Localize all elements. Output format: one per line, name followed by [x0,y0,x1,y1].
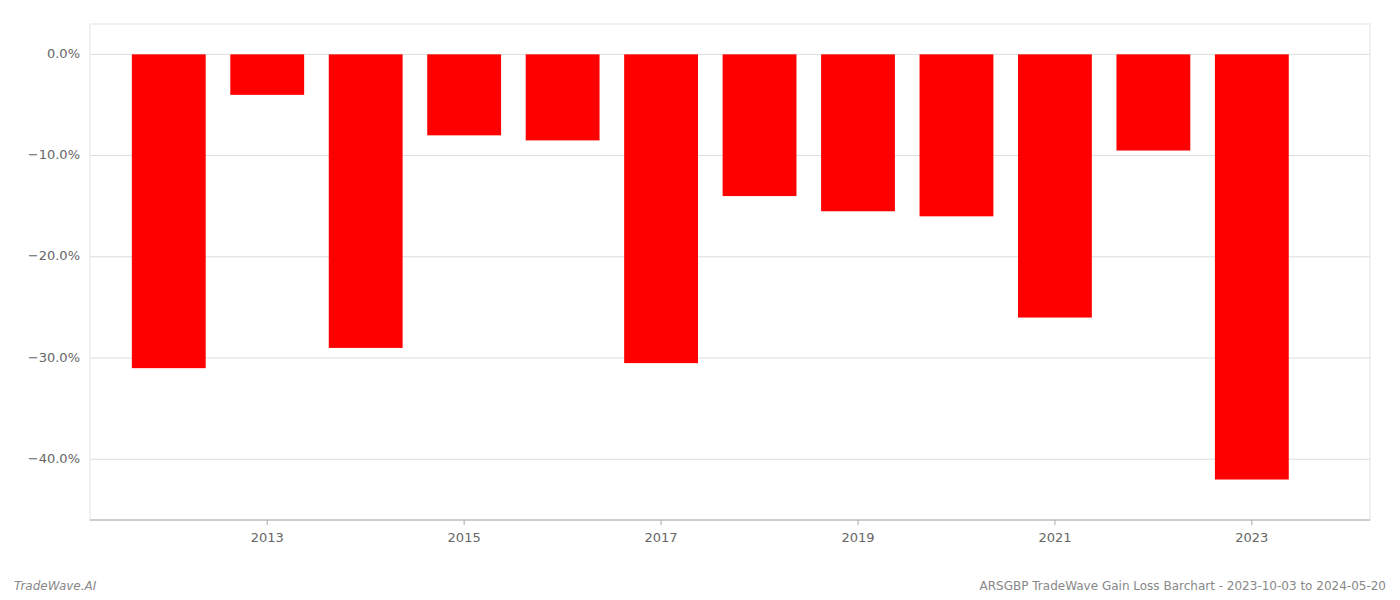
x-tick-label: 2017 [645,530,678,545]
x-tick [1054,520,1055,525]
bar [1116,54,1190,150]
x-tick-label: 2021 [1038,530,1071,545]
x-tick [267,520,268,525]
y-tick-label: −30.0% [28,350,80,365]
grid-line [90,459,1370,460]
bar [132,54,206,368]
y-tick-label: 0.0% [47,46,80,61]
x-axis-line [90,519,1370,520]
bar [1018,54,1092,317]
footer: TradeWave.AI ARSGBP TradeWave Gain Loss B… [14,579,1386,593]
bar [624,54,698,363]
grid-line [90,256,1370,257]
bar [1215,54,1289,479]
background [0,0,1400,600]
x-tick-label: 2019 [841,530,874,545]
bar [230,54,304,94]
chart-svg: 0.0% −10.0% −20.0% −30.0% −40.0% 2013 2015 2017… [0,0,1400,600]
bar [526,54,600,140]
bars [132,54,1289,479]
x-tick [858,520,859,525]
x-tick [464,520,465,525]
y-tick-label: −10.0% [28,147,80,162]
y-tick-label: −40.0% [28,451,80,466]
footer-left: TradeWave.AI [14,579,97,593]
bar [427,54,501,135]
x-tick [1251,520,1252,525]
bar [723,54,797,196]
y-tick-label: −20.0% [28,248,80,263]
x-tick-label: 2023 [1235,530,1268,545]
grid-line [90,358,1370,359]
x-tick-label: 2013 [251,530,284,545]
x-tick [661,520,662,525]
chart-container: 0.0% −10.0% −20.0% −30.0% −40.0% 2013 2015 2017… [0,0,1400,600]
x-tick-label: 2015 [448,530,481,545]
y-grid [90,54,1370,459]
plot-frame [90,24,1370,520]
bar [329,54,403,348]
bar [821,54,895,211]
x-tick-labels: 2013 2015 2017 2019 2021 2023 [251,520,1269,545]
bar [920,54,994,216]
footer-right: ARSGBP TradeWave Gain Loss Barchart - 20… [980,579,1386,593]
y-tick-labels: 0.0% −10.0% −20.0% −30.0% −40.0% [28,46,80,466]
